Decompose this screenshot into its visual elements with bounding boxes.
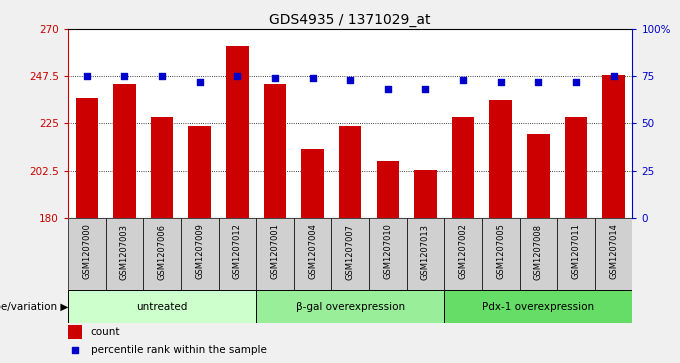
- Bar: [151, 117, 173, 218]
- Bar: [264, 83, 286, 218]
- Text: GSM1207001: GSM1207001: [271, 224, 279, 280]
- Text: GSM1207012: GSM1207012: [233, 224, 242, 280]
- Text: genotype/variation ▶: genotype/variation ▶: [0, 302, 68, 312]
- Bar: [294, 218, 331, 290]
- Point: [458, 77, 469, 83]
- Bar: [369, 218, 407, 290]
- Text: GSM1207011: GSM1207011: [571, 224, 581, 280]
- Bar: [452, 117, 475, 218]
- Text: GSM1207005: GSM1207005: [496, 224, 505, 280]
- Text: GSM1207009: GSM1207009: [195, 224, 204, 280]
- Bar: [143, 218, 181, 290]
- Text: GSM1207002: GSM1207002: [458, 224, 468, 280]
- Text: GSM1207010: GSM1207010: [384, 224, 392, 280]
- Bar: [75, 98, 98, 218]
- Text: GSM1207014: GSM1207014: [609, 224, 618, 280]
- Point: [82, 73, 92, 79]
- Bar: [188, 126, 211, 218]
- Bar: [181, 218, 218, 290]
- Point: [533, 79, 544, 85]
- Text: count: count: [90, 327, 120, 337]
- Point: [345, 77, 356, 83]
- Point: [119, 73, 130, 79]
- Bar: [564, 117, 588, 218]
- Bar: [113, 83, 136, 218]
- Bar: [68, 325, 82, 339]
- Bar: [444, 290, 632, 323]
- Bar: [68, 290, 256, 323]
- Bar: [226, 46, 249, 218]
- Bar: [377, 161, 399, 218]
- Bar: [105, 218, 143, 290]
- Point: [571, 79, 581, 85]
- Text: Pdx-1 overexpression: Pdx-1 overexpression: [482, 302, 594, 312]
- Point: [608, 73, 619, 79]
- Bar: [527, 134, 549, 218]
- Bar: [520, 218, 557, 290]
- Bar: [407, 218, 444, 290]
- Bar: [444, 218, 482, 290]
- Text: GSM1207003: GSM1207003: [120, 224, 129, 280]
- Bar: [490, 100, 512, 218]
- Point: [420, 86, 431, 92]
- Title: GDS4935 / 1371029_at: GDS4935 / 1371029_at: [269, 13, 431, 26]
- Point: [269, 75, 280, 81]
- Point: [495, 79, 506, 85]
- Text: untreated: untreated: [137, 302, 188, 312]
- Text: GSM1207006: GSM1207006: [158, 224, 167, 280]
- Point: [69, 347, 80, 353]
- Text: β-gal overexpression: β-gal overexpression: [296, 302, 405, 312]
- Point: [156, 73, 167, 79]
- Bar: [557, 218, 595, 290]
- Bar: [256, 290, 444, 323]
- Bar: [256, 218, 294, 290]
- Bar: [331, 218, 369, 290]
- Text: GSM1207013: GSM1207013: [421, 224, 430, 280]
- Bar: [482, 218, 520, 290]
- Point: [194, 79, 205, 85]
- Text: GSM1207008: GSM1207008: [534, 224, 543, 280]
- Bar: [339, 126, 362, 218]
- Bar: [301, 148, 324, 218]
- Bar: [68, 218, 105, 290]
- Bar: [414, 170, 437, 218]
- Text: percentile rank within the sample: percentile rank within the sample: [90, 345, 267, 355]
- Bar: [595, 218, 632, 290]
- Text: GSM1207004: GSM1207004: [308, 224, 317, 280]
- Text: GSM1207007: GSM1207007: [345, 224, 355, 280]
- Bar: [602, 75, 625, 218]
- Bar: [218, 218, 256, 290]
- Point: [232, 73, 243, 79]
- Point: [307, 75, 318, 81]
- Text: GSM1207000: GSM1207000: [82, 224, 91, 280]
- Point: [382, 86, 393, 92]
